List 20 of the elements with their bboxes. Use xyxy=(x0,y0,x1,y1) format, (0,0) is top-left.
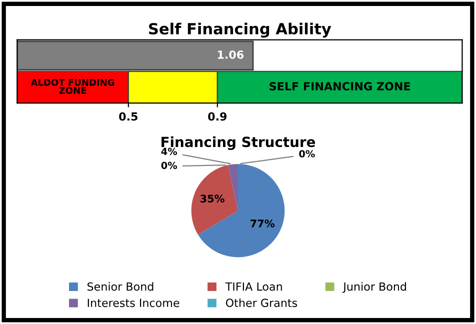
legend-label: Junior Bond xyxy=(342,282,406,293)
text: 0% xyxy=(299,150,315,158)
pie-slice xyxy=(191,165,238,235)
pie-slice xyxy=(228,164,238,211)
chart-title: Financing Structure xyxy=(162,136,316,150)
legend-label: Other Grants xyxy=(226,298,298,308)
band-label: SELF FINANCING ZONE xyxy=(270,82,410,90)
chart-title: Self Financing Ability xyxy=(149,22,332,38)
pie-slice xyxy=(198,164,285,258)
data-label: 35% xyxy=(200,194,224,203)
data-label: 1.06 xyxy=(218,50,244,59)
text: 0% xyxy=(161,162,178,170)
legend-label: TIFIA Loan xyxy=(225,282,282,291)
data-label: 77% xyxy=(250,220,275,228)
legend-label: Senior Bond xyxy=(88,282,154,291)
x-tick-label: 0.5 xyxy=(119,112,138,121)
legend-label: Interests Income xyxy=(88,298,180,308)
data-label: 4% xyxy=(161,148,178,156)
band-label: ALDOT FUNDING ZONE xyxy=(30,79,114,94)
x-tick-label: 0.9 xyxy=(208,112,227,121)
